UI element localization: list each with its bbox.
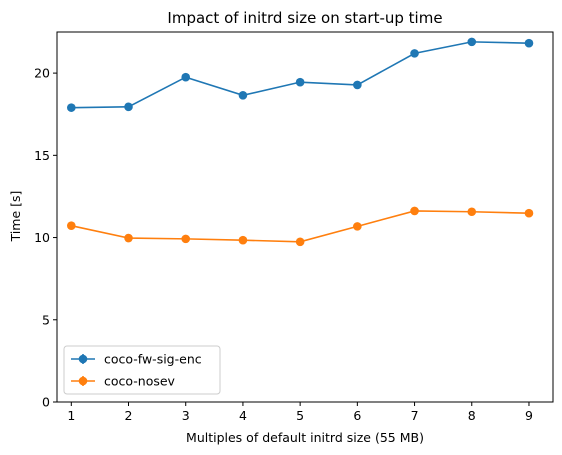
y-tick-label: 15 <box>34 148 50 163</box>
x-tick-label: 5 <box>296 408 304 423</box>
x-tick-label: 1 <box>67 408 75 423</box>
series-coco-fw-sig-enc <box>67 38 533 112</box>
x-tick-label: 7 <box>411 408 419 423</box>
data-point <box>525 39 534 48</box>
data-point <box>353 222 362 231</box>
data-point <box>525 209 534 218</box>
x-tick-label: 9 <box>525 408 533 423</box>
y-tick-label: 20 <box>34 66 50 81</box>
x-tick-label: 3 <box>182 408 190 423</box>
data-point <box>124 234 133 243</box>
y-tick-label: 5 <box>42 312 50 327</box>
x-tick-label: 8 <box>468 408 476 423</box>
data-point <box>467 38 476 47</box>
legend: coco-fw-sig-enc coco-nosev <box>64 346 220 394</box>
data-point <box>410 207 419 216</box>
legend-label: coco-fw-sig-enc <box>104 352 202 367</box>
plot-area: 1 2 3 4 5 6 7 8 9 0 5 10 15 20 coco-fw-sig-enc coco-nos… <box>34 32 553 423</box>
data-point <box>181 73 190 82</box>
data-point <box>410 49 419 58</box>
legend-label: coco-nosev <box>104 374 176 389</box>
data-point <box>296 238 305 247</box>
series-line <box>71 211 529 242</box>
series-line <box>71 42 529 108</box>
data-point <box>181 235 190 244</box>
series-coco-nosev <box>67 207 533 247</box>
x-tick-label: 4 <box>239 408 247 423</box>
data-point <box>296 78 305 87</box>
data-point <box>67 103 76 112</box>
data-point <box>124 103 133 112</box>
y-axis-label: Time [s] <box>8 191 23 243</box>
data-point <box>239 91 248 100</box>
data-point <box>239 236 248 245</box>
y-tick-label: 0 <box>42 395 50 410</box>
data-point <box>67 221 76 230</box>
x-tick-label: 2 <box>125 408 133 423</box>
data-point <box>353 81 362 90</box>
x-axis-label: Multiples of default initrd size (55 MB) <box>186 430 424 445</box>
x-tick-label: 6 <box>353 408 361 423</box>
chart-title: Impact of initrd size on start-up time <box>167 9 442 27</box>
y-tick-label: 10 <box>34 230 50 245</box>
data-point <box>467 207 476 216</box>
